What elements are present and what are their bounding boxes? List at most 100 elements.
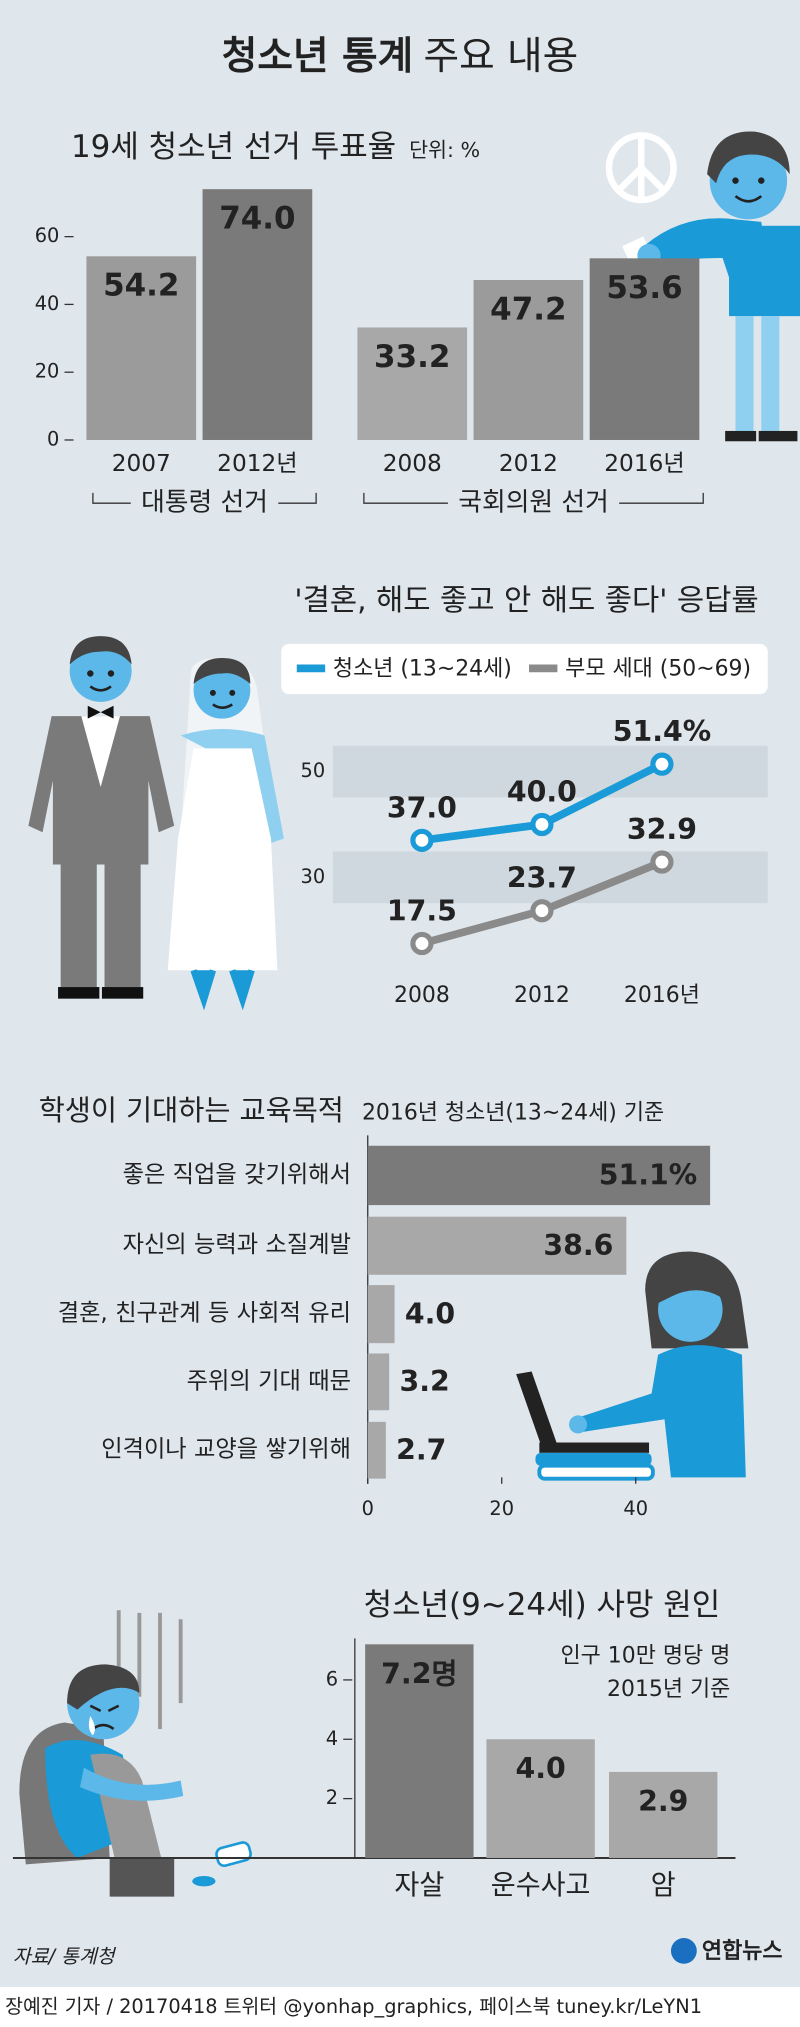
chart-title: '결혼, 해도 좋고 안 해도 좋다' 응답률: [294, 582, 758, 617]
value-label: 37.0: [387, 791, 457, 824]
y-tick-label: 30: [301, 865, 326, 888]
bar: [367, 1145, 711, 1206]
logo-text: 연합뉴스: [702, 1938, 783, 1964]
bar: [367, 1216, 627, 1275]
legend-label: 청소년 (13~24세): [333, 657, 512, 682]
credit: 장예진 기자 / 20170418 트위터 @yonhap_graphics, …: [5, 1995, 702, 2018]
bar: [357, 327, 468, 440]
sad-kid-illustration-part: [88, 1716, 95, 1736]
bar: [202, 189, 313, 440]
couple-illustration-part: [58, 987, 100, 999]
student-illustration-part: [516, 1371, 558, 1448]
student-illustration-part: [569, 1415, 588, 1434]
voter-illustration-part: [735, 316, 754, 433]
x-tick-label: 2012년: [217, 450, 297, 477]
y-tick-label: 40: [35, 292, 60, 315]
title-bold: 청소년 통계: [222, 34, 413, 79]
couple-illustration-part: [104, 864, 141, 988]
value-label: 51.4%: [613, 715, 711, 748]
couple-illustration: [28, 636, 284, 1011]
couple-illustration-part: [87, 705, 114, 719]
bar: [365, 1644, 474, 1858]
y-tick-label: 자신의 능력과 소질계발: [123, 1231, 351, 1258]
point: [650, 850, 674, 874]
value-label: 4.0: [516, 1752, 566, 1785]
x-tick-label: 2007: [112, 450, 171, 477]
bar: [86, 256, 197, 440]
value-label: 2.9: [638, 1785, 688, 1818]
couple-illustration-part: [69, 636, 132, 665]
bar: [473, 280, 584, 440]
x-tick-label: 40: [623, 1497, 648, 1520]
student-illustration: [516, 1251, 749, 1481]
couple-illustration-part: [87, 670, 94, 677]
x-tick-label: 2008: [394, 983, 450, 1008]
chart-title: 19세 청소년 선거 투표율: [71, 129, 396, 165]
voter-illustration-part: [709, 141, 788, 220]
grid-band: [332, 851, 768, 904]
chart-title: 청소년(9~24세) 사망 원인: [364, 1587, 721, 1623]
x-tick-label: 0: [362, 1497, 374, 1520]
x-tick-label: 2012: [499, 450, 558, 477]
x-tick-label: 자살: [394, 1870, 444, 1901]
logo-mark: [670, 1937, 697, 1964]
bar: [589, 258, 700, 440]
student-illustration-part: [535, 1452, 652, 1466]
group-label: 국회의원 선거: [458, 488, 609, 518]
sad-kid-illustration-part: [89, 1704, 120, 1713]
bar: [367, 1421, 386, 1479]
chart-title: 학생이 기대하는 교육목적: [39, 1094, 344, 1127]
note: 2015년 기준: [607, 1677, 730, 1702]
couple-illustration-part: [193, 658, 251, 684]
y-tick-label: 결혼, 친구관계 등 사회적 유리: [58, 1300, 351, 1327]
couple-illustration-part: [180, 728, 284, 846]
voter-illustration-part: [707, 131, 790, 184]
value-label: 38.6: [543, 1229, 613, 1262]
y-tick-label: 주위의 기대 때문: [187, 1367, 351, 1394]
chart-subtitle: 2016년 청소년(13~24세) 기준: [362, 1100, 664, 1125]
point: [650, 752, 674, 776]
couple-illustration-part: [167, 748, 278, 971]
bar: [609, 1771, 718, 1858]
note: 인구 10만 명당 명: [561, 1644, 731, 1669]
couple-illustration-part: [107, 670, 115, 677]
couple-illustration-part: [190, 969, 255, 1011]
point: [530, 812, 554, 837]
value-label: 33.2: [374, 339, 450, 375]
voter-illustration-part: [734, 195, 763, 203]
voter-illustration-part: [758, 177, 765, 184]
y-tick-label: 60: [35, 224, 60, 247]
bar: [367, 1285, 395, 1344]
title-light: 주요 내용: [424, 34, 579, 79]
voter-illustration-part: [732, 177, 739, 184]
couple-illustration-part: [101, 987, 144, 999]
voter-illustration-part: [761, 316, 780, 433]
couple-illustration-part: [28, 716, 175, 865]
value-label: 32.9: [627, 813, 697, 846]
value-label: 7.2명: [381, 1657, 457, 1690]
bar: [486, 1739, 595, 1858]
credit-strip: [0, 1987, 800, 2027]
source: 자료/ 통계청: [13, 1945, 117, 1968]
value-label: 23.7: [507, 862, 577, 895]
couple-illustration-part: [89, 685, 112, 692]
unit-label: 단위: %: [409, 138, 480, 162]
sad-kid-illustration-part: [80, 1767, 184, 1801]
sad-kid-illustration-part: [109, 1857, 175, 1897]
sad-kid-illustration-part: [67, 1664, 140, 1710]
grid-band: [332, 745, 768, 798]
x-tick-label: 2016년: [604, 450, 684, 477]
voter-illustration-part: [758, 430, 798, 442]
voter-illustration: [605, 131, 800, 442]
couple-illustration-part: [69, 639, 132, 702]
voter-illustration-part: [615, 135, 667, 200]
y-tick-label: 인격이나 교양을 쌓기위해: [101, 1436, 351, 1463]
value-label: 54.2: [103, 268, 179, 304]
student-illustration-part: [539, 1442, 650, 1453]
point: [410, 931, 434, 956]
y-tick-label: 6: [326, 1667, 338, 1690]
voter-illustration-part: [725, 430, 757, 442]
x-tick-label: 암: [651, 1870, 676, 1901]
